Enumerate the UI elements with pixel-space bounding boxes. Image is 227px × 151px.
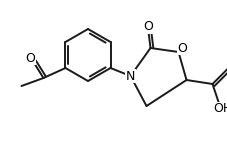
Text: O: O <box>25 51 35 64</box>
Text: O: O <box>143 21 153 34</box>
Text: N: N <box>125 69 135 82</box>
Text: O: O <box>177 42 187 55</box>
Text: OH: OH <box>212 103 227 116</box>
